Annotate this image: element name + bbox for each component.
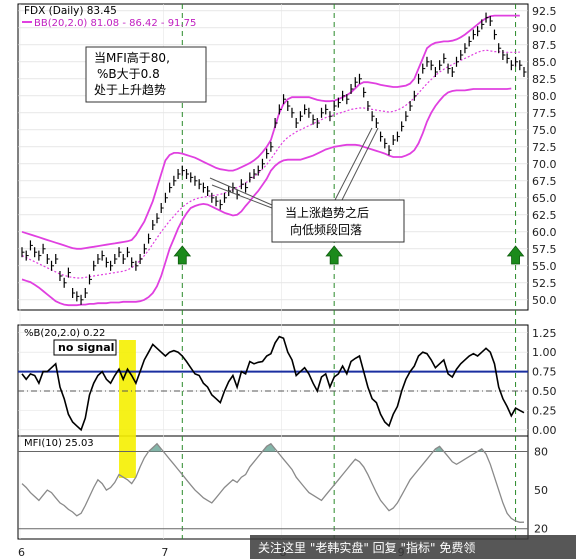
price-y-tick-label: 67.5 <box>532 175 557 188</box>
percent-b-y-tick-label: 0.00 <box>532 424 557 437</box>
annotation-2-line-1: 当上涨趋势之后 <box>285 205 369 220</box>
mfi-layer <box>18 442 528 530</box>
annotation-box-1 <box>85 46 207 103</box>
price-y-tick-label: 82.5 <box>532 73 557 86</box>
price-layer <box>21 12 527 307</box>
mfi-overbought-fill <box>435 446 444 452</box>
price-y-tick-label: 72.5 <box>532 141 557 154</box>
annotation-1-line-3: 处于上升趋势 <box>94 83 166 97</box>
price-y-tick-label: 55.0 <box>532 260 557 273</box>
price-y-tick-label: 92.5 <box>532 5 557 18</box>
percent-b-y-tick-label: 0.75 <box>532 366 557 379</box>
pointer-line <box>334 127 373 201</box>
axis-ticks: 50.0 52.5 55.0 57.5 60.0 62.5 65.0 67.5 70.0 72.5… <box>18 5 557 559</box>
percent-b-y-tick-label: 0.50 <box>532 385 557 398</box>
price-y-tick-label: 65.0 <box>532 192 557 205</box>
watermark-bar: 关注这里 "老韩实盘" 回复 "指标" 免费领 <box>250 535 576 559</box>
mfi-y-tick-label: 80 <box>534 445 548 458</box>
price-title: FDX (Daily) 83.45 <box>24 5 117 17</box>
pointer-line <box>209 177 273 206</box>
watermark-text: 关注这里 "老韩实盘" 回复 "指标" 免费领 <box>258 540 475 555</box>
annotation-mfi-above-80: 当MFI高于80, %B大于0.8 处于上升趋势 <box>85 46 207 103</box>
x-tick-label: 7 <box>161 546 168 559</box>
signal-vertical-lines <box>181 4 517 539</box>
price-y-tick-label: 50.0 <box>532 294 557 307</box>
price-y-tick-label: 80.0 <box>532 90 557 103</box>
price-y-tick-label: 70.0 <box>532 158 557 171</box>
mfi-line <box>21 442 525 523</box>
mfi-panel <box>17 435 529 540</box>
annotation-2-line-2: 向低频段回落 <box>290 222 362 237</box>
no-signal-label: no signal <box>53 339 117 356</box>
price-y-tick-label: 57.5 <box>532 243 557 256</box>
price-y-tick-label: 90.0 <box>532 22 557 35</box>
watermark-background <box>250 535 576 559</box>
percent-b-line <box>21 335 525 432</box>
buy-arrows <box>173 245 525 265</box>
no-signal-box <box>53 339 117 356</box>
bb-legend: BB(20,2.0) 81.08 - 86.42 - 91.75 <box>22 18 196 29</box>
percent-b-title: %B(20,2.0) 0.22 <box>24 328 105 339</box>
percent-b-y-tick-label: 0.25 <box>532 404 557 417</box>
annotation-fall-back: 当上涨趋势之后 向低频段回落 <box>209 127 405 243</box>
mfi-y-tick-label: 50 <box>534 484 548 497</box>
percent-b-layer <box>18 335 528 432</box>
bb-lower-line <box>21 87 512 307</box>
annotation-1-line-1: 当MFI高于80, <box>94 50 170 65</box>
x-tick-label: 6 <box>18 546 25 559</box>
price-title-text: FDX (Daily) 83.45 <box>24 5 117 17</box>
annotation-box-2 <box>271 199 405 243</box>
price-y-tick-label: 87.5 <box>532 39 557 52</box>
pointer-line <box>341 127 379 201</box>
mfi-title: MFI(10) 25.03 <box>24 438 94 449</box>
price-y-tick-label: 75.0 <box>532 124 557 137</box>
price-y-tick-label: 60.0 <box>532 226 557 239</box>
percent-b-y-tick-label: 1.00 <box>532 346 557 359</box>
annotation-1-line-2: %B大于0.8 <box>97 67 160 81</box>
no-signal-text: no signal <box>58 341 114 354</box>
no-signal-highlight <box>119 340 136 478</box>
buy-arrow-icon <box>173 245 192 265</box>
bb-middle-line <box>21 49 520 279</box>
price-y-tick-label: 62.5 <box>532 209 557 222</box>
mfi-y-tick-label: 20 <box>534 523 548 536</box>
price-y-tick-label: 85.0 <box>532 56 557 69</box>
buy-arrow-icon <box>506 245 525 265</box>
price-y-tick-label: 77.5 <box>532 107 557 120</box>
percent-b-y-tick-label: 1.25 <box>532 327 557 340</box>
bb-legend-text: BB(20,2.0) 81.08 - 86.42 - 91.75 <box>34 18 196 29</box>
price-y-tick-label: 52.5 <box>532 277 557 290</box>
bb-upper-line <box>21 14 520 250</box>
pointer-line <box>211 184 273 209</box>
buy-arrow-icon <box>325 245 344 265</box>
